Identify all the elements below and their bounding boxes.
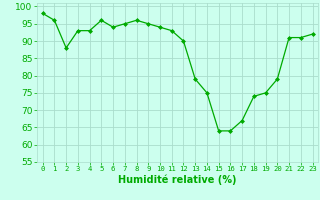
X-axis label: Humidité relative (%): Humidité relative (%): [118, 175, 237, 185]
